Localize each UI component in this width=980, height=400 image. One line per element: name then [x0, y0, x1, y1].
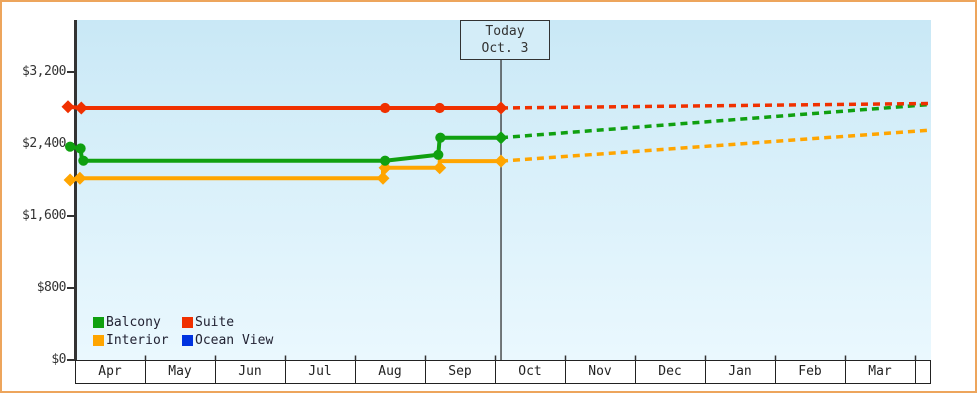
today-label: Today: [485, 24, 525, 39]
series-marker-dot-balcony: [435, 132, 446, 143]
legend-label: Balcony: [106, 314, 161, 330]
series-marker-dot-balcony: [65, 141, 76, 152]
series-marker-diamond-interior: [376, 171, 390, 185]
month-cell-sep: Sep: [425, 360, 495, 383]
chart-canvas: [61, 20, 932, 384]
month-cell-dec: Dec: [635, 360, 705, 383]
today-date: Oct. 3: [481, 41, 529, 56]
series-marker-diamond-interior: [433, 161, 447, 175]
month-cell-mar: Mar: [845, 360, 915, 383]
month-cell-may: May: [145, 360, 215, 383]
y-axis-line: [74, 20, 77, 360]
month-label: Sep: [448, 364, 472, 379]
legend-item-ocean-view[interactable]: Ocean View: [182, 332, 274, 348]
series-projection-balcony: [500, 102, 932, 140]
month-cell-apr: Apr: [75, 360, 145, 383]
month-cell-jan: Jan: [705, 360, 775, 383]
y-tick-label: $3,200: [22, 64, 66, 79]
month-label: Jan: [728, 364, 752, 379]
month-cell-jul: Jul: [285, 360, 355, 383]
series-marker-diamond-suite: [494, 101, 508, 115]
month-label: Jun: [238, 364, 262, 379]
legend-item-balcony[interactable]: Balcony: [93, 314, 161, 330]
month-cell-feb: Feb: [775, 360, 845, 383]
month-label: Dec: [658, 364, 682, 379]
y-tick-label: $800: [36, 280, 67, 295]
series-marker-dot-suite: [434, 102, 445, 114]
series-marker-diamond-suite: [61, 100, 75, 114]
price-history-chart: Today Oct. 3 Balcony Suite Interior Ocean V…: [0, 0, 977, 393]
series-marker-dot-balcony: [75, 143, 86, 154]
month-cell-nov: Nov: [565, 360, 635, 383]
series-marker-diamond-interior: [494, 154, 508, 168]
month-label: Mar: [868, 364, 892, 379]
legend-label: Suite: [195, 314, 235, 330]
series-marker-dot-balcony: [380, 155, 391, 166]
series-projection-suite: [500, 101, 932, 110]
legend-label: Interior: [106, 332, 169, 348]
month-label: Aug: [378, 364, 402, 379]
series-projection-interior: [500, 128, 932, 163]
legend-label: Ocean View: [195, 332, 274, 348]
legend-item-suite[interactable]: Suite: [182, 314, 235, 330]
y-tick-label: $0: [51, 352, 66, 367]
y-tick-label: $1,600: [22, 208, 66, 223]
month-cell-aug: Aug: [355, 360, 425, 383]
series-marker-diamond-interior: [73, 171, 87, 185]
legend-color-swatch-icon: [93, 334, 104, 346]
month-label: May: [168, 364, 192, 379]
month-cell-oct: Oct: [495, 360, 565, 383]
y-tick-label: $2,400: [22, 136, 66, 151]
month-label: Jul: [308, 364, 332, 379]
series-marker-dot-suite: [380, 102, 391, 114]
legend-color-swatch-icon: [93, 316, 104, 328]
legend-color-swatch-icon: [182, 316, 193, 328]
month-label: Oct: [518, 364, 542, 379]
month-label: Feb: [798, 364, 822, 379]
legend-color-swatch-icon: [182, 334, 193, 346]
series-marker-dot-balcony: [433, 149, 444, 160]
legend-item-interior[interactable]: Interior: [93, 332, 169, 348]
series-marker-diamond-balcony: [494, 131, 508, 145]
month-cell-jun: Jun: [215, 360, 285, 383]
series-marker-dot-balcony: [78, 155, 89, 166]
series-marker-diamond-interior: [63, 173, 77, 187]
today-annotation: Today Oct. 3: [460, 20, 550, 60]
plot-area: [77, 20, 931, 360]
month-label: Nov: [588, 364, 612, 379]
month-label: Apr: [98, 364, 122, 379]
